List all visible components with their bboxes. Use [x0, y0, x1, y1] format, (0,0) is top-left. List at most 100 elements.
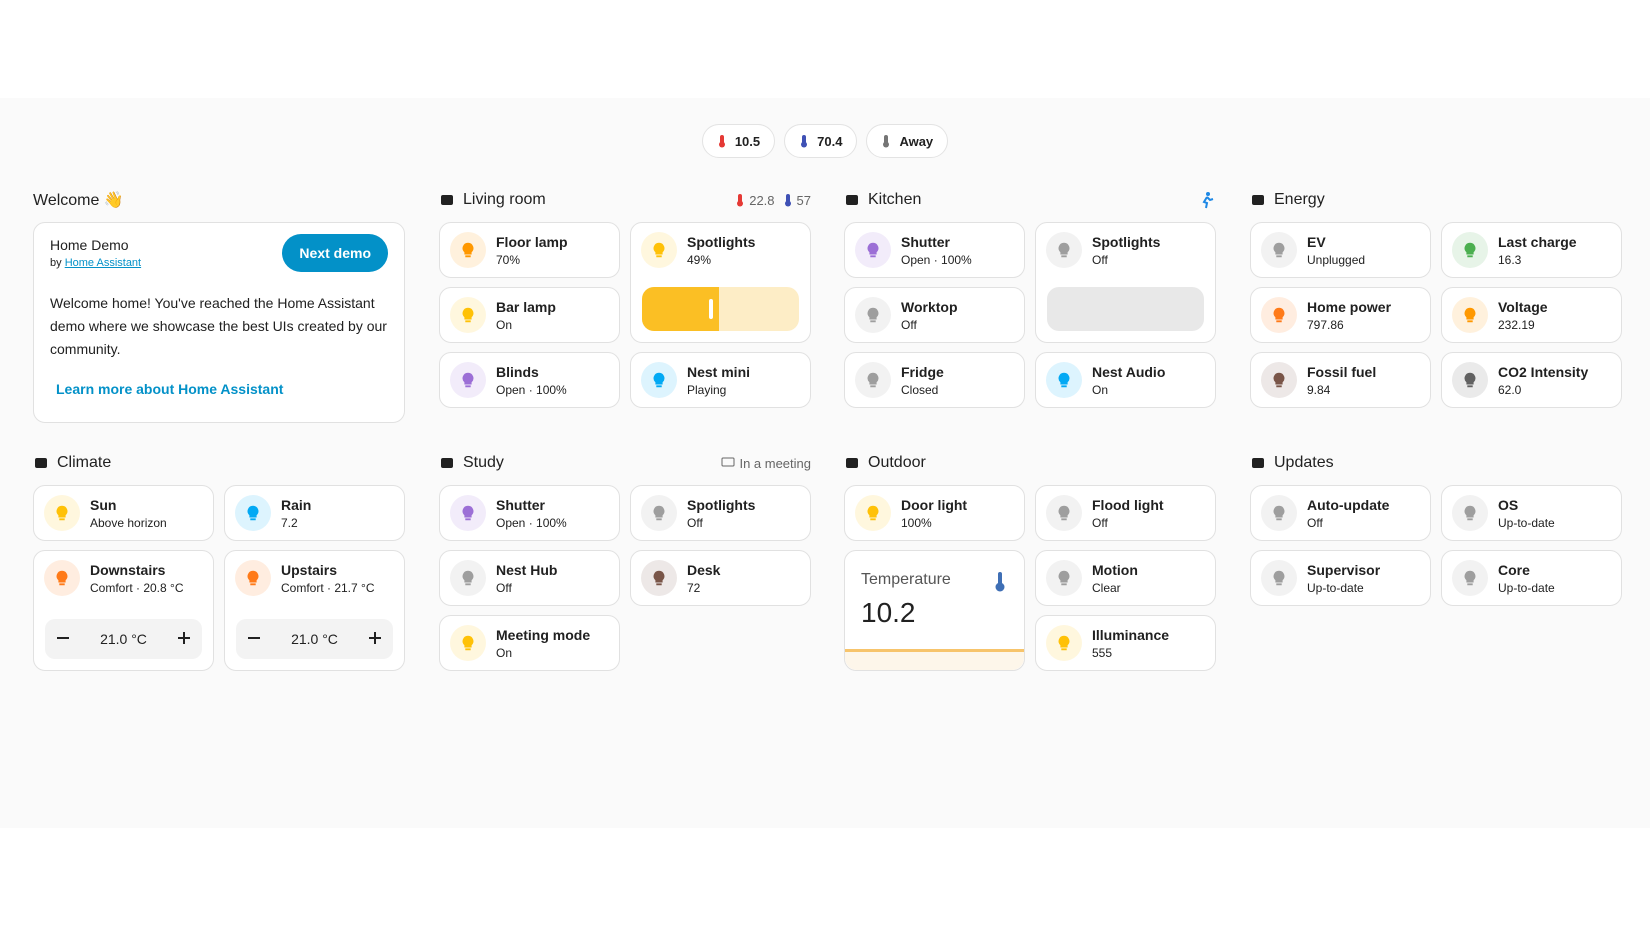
- tile: Spotlights Off: [631, 486, 810, 540]
- tile-text: OS Up-to-date: [1498, 497, 1555, 530]
- tile-card[interactable]: Shutter Open · 100%: [844, 222, 1025, 278]
- tile-card[interactable]: Flood light Off: [1035, 485, 1216, 541]
- tile-card[interactable]: Auto-update Off: [1250, 485, 1431, 541]
- tile-card[interactable]: Core Up-to-date: [1441, 550, 1622, 606]
- tile-card[interactable]: Shutter Open · 100%: [439, 485, 620, 541]
- tile-card[interactable]: Floor lamp 70%: [439, 222, 620, 278]
- icon: [1058, 242, 1070, 258]
- brightness-slider[interactable]: [642, 287, 799, 331]
- tile-card[interactable]: Rain 7.2: [224, 485, 405, 541]
- tile-icon: [44, 560, 80, 596]
- tile: Nest Hub Off: [440, 551, 619, 605]
- learn-more-link[interactable]: Learn more about Home Assistant: [56, 381, 284, 397]
- decrease-button[interactable]: [57, 631, 69, 647]
- tile-state: 555: [1092, 645, 1113, 660]
- tile-card[interactable]: Door light 100%: [844, 485, 1025, 541]
- section-header: Outdoor: [844, 451, 1216, 475]
- tile-card[interactable]: Supervisor Up-to-date: [1250, 550, 1431, 606]
- tile: Shutter Open · 100%: [440, 486, 619, 540]
- badge-text: 22.8: [749, 192, 775, 208]
- card-grid: Auto-update Off OS Up-to-date Supervisor Up-t…: [1250, 485, 1622, 606]
- icon: [867, 505, 879, 521]
- thermometer-icon: [995, 572, 1005, 592]
- tile: Illuminance 555: [1036, 616, 1215, 670]
- chip[interactable]: Away: [866, 124, 949, 158]
- tile-card[interactable]: Worktop Off: [844, 287, 1025, 343]
- tile-icon: [1046, 232, 1082, 268]
- tile-card[interactable]: Bar lamp On: [439, 287, 620, 343]
- tile: EV Unplugged: [1251, 223, 1430, 277]
- tile-card[interactable]: Spotlights Off: [1035, 222, 1216, 343]
- tile: Nest mini Playing: [631, 353, 810, 407]
- tile-card[interactable]: Meeting mode On: [439, 615, 620, 671]
- tile-card[interactable]: Nest Hub Off: [439, 550, 620, 606]
- tile-card[interactable]: Home power 797.86: [1250, 287, 1431, 343]
- tile-card[interactable]: EV Unplugged: [1250, 222, 1431, 278]
- tile-card[interactable]: Voltage 232.19: [1441, 287, 1622, 343]
- tile-card[interactable]: Nest Audio On: [1035, 352, 1216, 408]
- welcome-by: by Home Assistant: [50, 257, 141, 269]
- plus-icon: [368, 632, 381, 644]
- tile-text: Meeting mode On: [496, 627, 590, 660]
- author-link[interactable]: Home Assistant: [64, 257, 142, 269]
- tile-card[interactable]: Spotlights Off: [630, 485, 811, 541]
- chip[interactable]: 70.4: [784, 124, 858, 158]
- section: Kitchen Shutter Open · 100% Spotlights Off Wo…: [844, 188, 1216, 408]
- tile: Last charge 16.3: [1442, 223, 1621, 277]
- tile: Spotlights Off: [1036, 223, 1215, 277]
- decrease-button[interactable]: [248, 631, 260, 647]
- card-grid: Sun Above horizon Rain 7.2 Downstairs Comfort…: [33, 485, 405, 671]
- tile-text: Last charge 16.3: [1498, 234, 1577, 267]
- tile-text: Upstairs Comfort · 21.7 °C: [281, 562, 375, 595]
- icon: [56, 505, 68, 521]
- tile-card[interactable]: CO2 Intensity 62.0: [1441, 352, 1622, 408]
- tile-card[interactable]: Last charge 16.3: [1441, 222, 1622, 278]
- tile-card[interactable]: Fridge Closed: [844, 352, 1025, 408]
- tile-card[interactable]: Illuminance 555: [1035, 615, 1216, 671]
- welcome-head: Home Demo by Home Assistant: [50, 237, 141, 269]
- tile-name: Nest Audio: [1092, 363, 1166, 380]
- section-icon: [846, 458, 858, 468]
- tile-card[interactable]: Nest mini Playing: [630, 352, 811, 408]
- tile-card[interactable]: Temperature 10.2: [844, 550, 1025, 671]
- tile-name: Core: [1498, 561, 1530, 578]
- icon: [1058, 505, 1070, 521]
- tile-card[interactable]: Downstairs Comfort · 20.8 °C 21.0 °C: [33, 550, 214, 671]
- icon: [1464, 372, 1476, 388]
- icon: [462, 570, 474, 586]
- icon: [721, 457, 735, 467]
- section-title: Study: [463, 454, 504, 471]
- increase-button[interactable]: [368, 631, 381, 647]
- tile-card[interactable]: OS Up-to-date: [1441, 485, 1622, 541]
- tile-text: Rain 7.2: [281, 497, 311, 530]
- tile: Fossil fuel 9.84: [1251, 353, 1430, 407]
- sensor-name: Temperature: [861, 571, 951, 588]
- tile-icon: [641, 495, 677, 531]
- tile-name: Upstairs: [281, 561, 338, 578]
- tile-card[interactable]: Spotlights 49%: [630, 222, 811, 343]
- increase-button[interactable]: [177, 631, 190, 647]
- tile-text: Worktop Off: [901, 299, 958, 332]
- tile-card[interactable]: Desk 72: [630, 550, 811, 606]
- tile-card[interactable]: Sun Above horizon: [33, 485, 214, 541]
- icon: [1273, 242, 1285, 258]
- tile-icon: [1261, 297, 1297, 333]
- tile-card[interactable]: Fossil fuel 9.84: [1250, 352, 1431, 408]
- tile-text: Fridge Closed: [901, 364, 944, 397]
- icon: [653, 372, 665, 388]
- tile-text: Bar lamp On: [496, 299, 556, 332]
- tile-text: Sun Above horizon: [90, 497, 167, 530]
- tile-name: OS: [1498, 496, 1519, 513]
- next-demo-button[interactable]: Next demo: [282, 234, 388, 272]
- tile-name: Sun: [90, 496, 117, 513]
- tile: OS Up-to-date: [1442, 486, 1621, 540]
- tile-state: Up-to-date: [1498, 580, 1555, 595]
- section: Outdoor Door light 100% Flood light Off Tempe…: [844, 451, 1216, 671]
- chip[interactable]: 10.5: [701, 124, 776, 158]
- brightness-slider[interactable]: [1047, 287, 1204, 331]
- tile-card[interactable]: Motion Clear: [1035, 550, 1216, 606]
- badge: 22.8: [735, 192, 775, 208]
- tile-icon: [1261, 232, 1297, 268]
- tile-card[interactable]: Upstairs Comfort · 21.7 °C 21.0 °C: [224, 550, 405, 671]
- tile-card[interactable]: Blinds Open · 100%: [439, 352, 620, 408]
